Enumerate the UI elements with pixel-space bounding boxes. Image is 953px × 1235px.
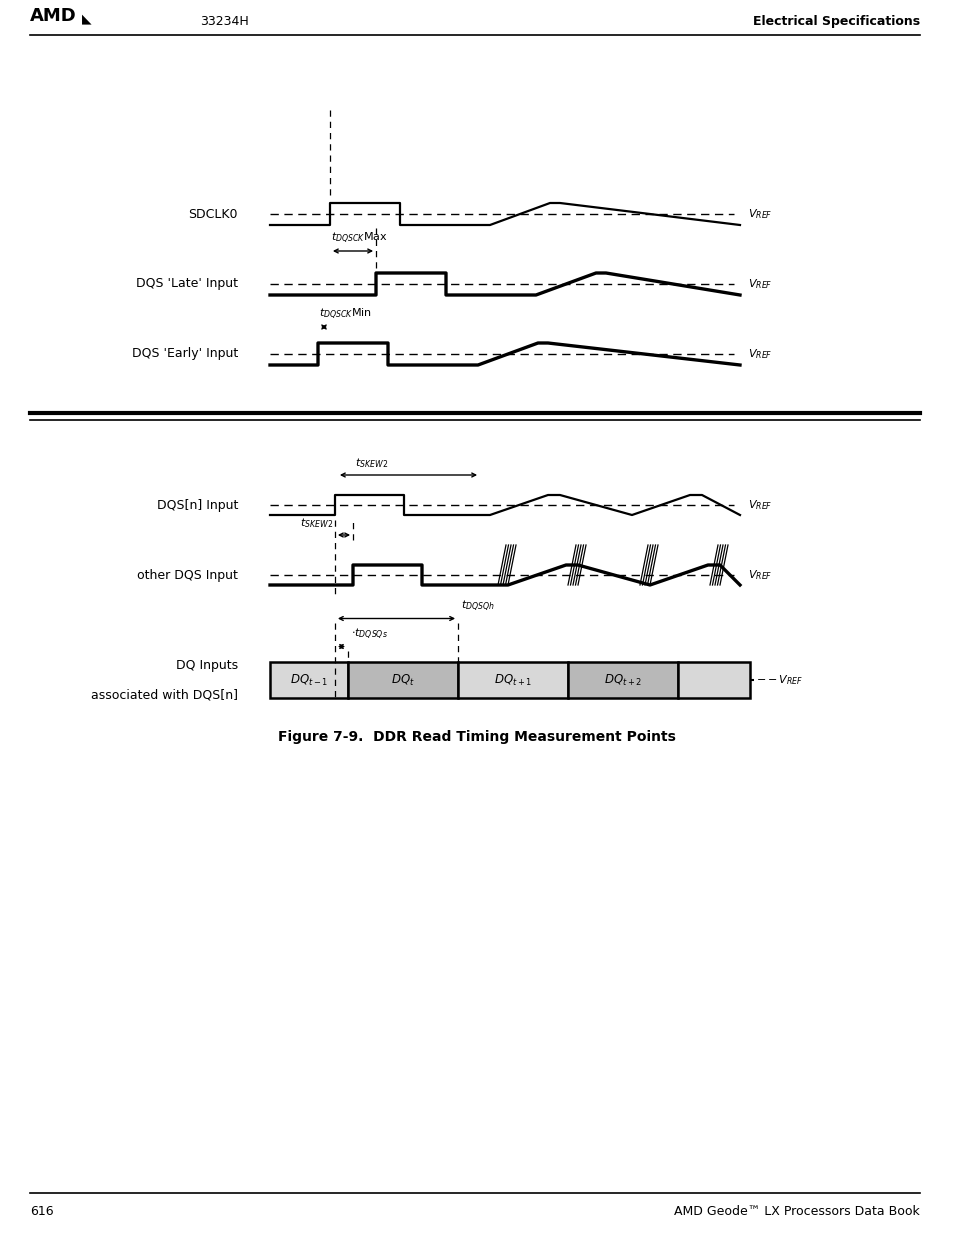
Text: $-- V_{REF}$: $-- V_{REF}$ (755, 673, 802, 687)
Text: ◣: ◣ (82, 12, 91, 25)
Text: $t_{DQSCK}$Max: $t_{DQSCK}$Max (331, 231, 388, 246)
Text: $V_{REF}$: $V_{REF}$ (747, 277, 772, 291)
Text: $V_{REF}$: $V_{REF}$ (747, 568, 772, 582)
Bar (457, 662, 567, 698)
Bar (567, 662, 678, 698)
Bar (348, 662, 457, 698)
Text: $t_{DQSCK}$Min: $t_{DQSCK}$Min (318, 308, 372, 322)
Text: $DQ_{t+1}$: $DQ_{t+1}$ (494, 672, 532, 688)
Bar (270, 662, 348, 698)
Text: associated with DQS[n]: associated with DQS[n] (91, 688, 237, 701)
Text: DQS[n] Input: DQS[n] Input (156, 499, 237, 511)
Text: other DQS Input: other DQS Input (137, 568, 237, 582)
Text: $V_{REF}$: $V_{REF}$ (747, 207, 772, 221)
Text: 33234H: 33234H (200, 15, 249, 28)
Text: Figure 7-9.  DDR Read Timing Measurement Points: Figure 7-9. DDR Read Timing Measurement … (277, 730, 676, 743)
Text: DQS 'Early' Input: DQS 'Early' Input (132, 347, 237, 361)
Text: $t_{SKEW2}$: $t_{SKEW2}$ (299, 516, 333, 530)
Text: $DQ_{t-1}$: $DQ_{t-1}$ (290, 672, 328, 688)
Bar (678, 662, 749, 698)
Text: SDCLK0: SDCLK0 (189, 207, 237, 221)
Text: $V_{REF}$: $V_{REF}$ (747, 498, 772, 511)
Text: Electrical Specifications: Electrical Specifications (752, 15, 919, 28)
Text: $DQ_{t+2}$: $DQ_{t+2}$ (603, 672, 641, 688)
Text: 616: 616 (30, 1205, 53, 1218)
Text: $\mathsf{\cdot}t_{DQSQs}$: $\mathsf{\cdot}t_{DQSQs}$ (351, 626, 388, 641)
Text: DQS 'Late' Input: DQS 'Late' Input (136, 278, 237, 290)
Text: AMD: AMD (30, 7, 76, 25)
Text: AMD Geode™ LX Processors Data Book: AMD Geode™ LX Processors Data Book (674, 1205, 919, 1218)
Text: $DQ_t$: $DQ_t$ (391, 672, 415, 688)
Text: DQ Inputs: DQ Inputs (175, 659, 237, 672)
Text: $V_{REF}$: $V_{REF}$ (747, 347, 772, 361)
Text: $t_{SKEW2}$: $t_{SKEW2}$ (355, 456, 388, 471)
Text: $t_{DQSQh}$: $t_{DQSQh}$ (460, 599, 495, 614)
